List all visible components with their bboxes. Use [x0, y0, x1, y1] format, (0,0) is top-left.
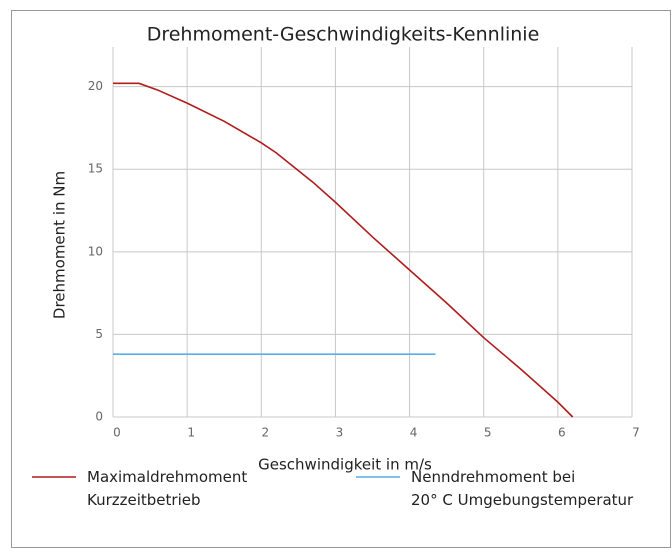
y-tick-label: 15	[88, 162, 103, 176]
x-tick-label: 2	[261, 426, 269, 440]
y-tick-label: 5	[95, 327, 103, 341]
y-tick-label: 20	[88, 79, 103, 93]
x-tick-label: 0	[113, 426, 121, 440]
y-axis-label: Drehmoment in Nm	[51, 171, 69, 319]
y-tick-label: 10	[88, 244, 103, 258]
x-tick-label: 6	[558, 426, 566, 440]
x-tick-label: 7	[632, 426, 640, 440]
data-line	[113, 82, 574, 418]
legend-label: Maximaldrehmoment Kurzzeitbetrieb	[87, 468, 247, 509]
x-tick-label: 4	[410, 426, 418, 440]
x-tick-label: 1	[187, 426, 195, 440]
y-tick-label: 0	[95, 410, 103, 424]
x-tick-label: 5	[484, 426, 492, 440]
x-tick-label: 3	[336, 426, 344, 440]
legend-label: Nenndrehmoment bei 20° C Umgebungstempera…	[411, 468, 634, 509]
chart-title: Drehmoment-Geschwindigkeits-Kennlinie	[147, 24, 540, 46]
x-axis-label: Geschwindigkeit in m/s	[258, 456, 432, 474]
